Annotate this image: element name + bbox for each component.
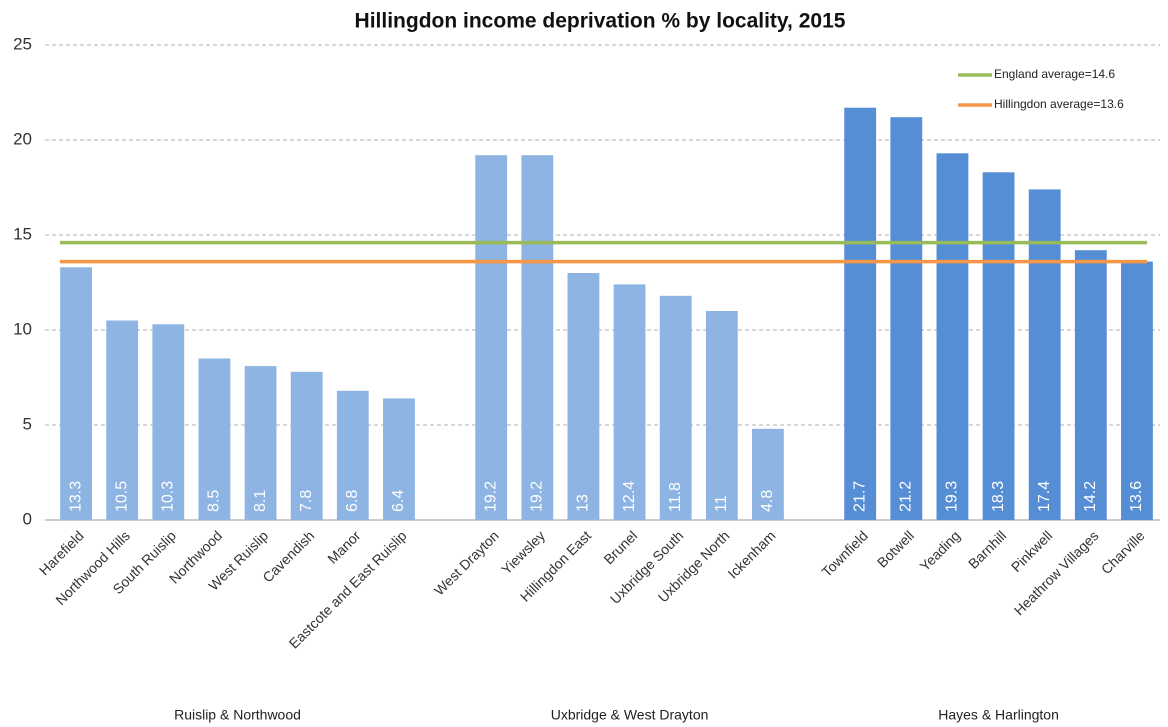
value-label: 19.3	[944, 481, 961, 512]
group-label: Hayes & Harlington	[938, 707, 1059, 723]
value-label: 21.7	[851, 481, 868, 512]
value-label: 13.3	[67, 481, 84, 512]
x-tick-label: Heathrow Villages	[1011, 527, 1102, 618]
chart-title: Hillingdon income deprivation % by local…	[355, 10, 846, 33]
value-label: 4.8	[759, 490, 776, 512]
value-label: 19.2	[529, 481, 546, 512]
bar	[336, 390, 369, 520]
value-label: 10.3	[160, 481, 177, 512]
bar	[659, 295, 692, 520]
value-label: 19.2	[482, 481, 499, 512]
group-label: Ruislip & Northwood	[174, 707, 301, 723]
legend-label: England average=14.6	[994, 67, 1115, 81]
value-label: 8.1	[252, 490, 269, 512]
value-label: 11.8	[667, 482, 684, 512]
y-tick-label: 20	[13, 129, 32, 148]
x-tick-label: Townfield	[818, 527, 871, 580]
y-tick-label: 25	[13, 34, 32, 53]
y-tick-label: 0	[23, 509, 32, 528]
x-tick-label: Ickenham	[724, 527, 778, 581]
value-label: 21.2	[898, 481, 915, 512]
x-tick-label: Barnhill	[965, 527, 1009, 571]
bar	[60, 267, 92, 520]
bar	[244, 366, 277, 520]
value-label: 6.8	[344, 490, 361, 512]
value-label: 8.5	[206, 490, 223, 512]
bar	[1121, 261, 1153, 520]
bar	[521, 155, 554, 520]
bar	[752, 428, 784, 520]
value-label: 13	[575, 494, 592, 512]
y-tick-label: 15	[13, 224, 32, 243]
value-label: 18.3	[990, 481, 1007, 512]
legend-label: Hillingdon average=13.6	[994, 97, 1124, 111]
x-tick-label: Botwell	[874, 527, 917, 570]
x-tick-label: Brunel	[600, 527, 640, 567]
bar	[567, 273, 600, 520]
x-tick-label: West Drayton	[431, 527, 502, 598]
bar	[383, 398, 415, 520]
x-tick-label: Pinkwell	[1008, 527, 1056, 575]
y-tick-label: 5	[23, 414, 32, 433]
value-label: 10.5	[113, 481, 130, 512]
x-tick-label: Charville	[1098, 527, 1148, 577]
x-tick-label: Manor	[324, 527, 364, 567]
bar	[613, 284, 646, 520]
bar	[475, 155, 508, 520]
bar	[290, 371, 323, 520]
bar	[152, 324, 185, 520]
value-label: 6.4	[390, 490, 407, 512]
bar	[844, 107, 877, 520]
bar	[936, 153, 969, 521]
bar	[198, 358, 231, 520]
value-label: 12.4	[621, 481, 638, 512]
x-tick-label: Yeading	[916, 527, 963, 574]
value-label: 13.6	[1128, 481, 1145, 512]
value-label: 17.4	[1036, 481, 1053, 512]
bar	[705, 311, 738, 520]
bar	[1074, 250, 1107, 520]
value-label: 14.2	[1082, 481, 1099, 512]
group-label: Uxbridge & West Drayton	[551, 707, 709, 723]
y-tick-label: 10	[13, 319, 32, 338]
bar	[106, 320, 139, 520]
bar	[1028, 189, 1061, 520]
value-label: 7.8	[298, 490, 315, 512]
value-label: 11	[713, 495, 730, 512]
bar	[982, 172, 1015, 521]
bar	[890, 117, 923, 520]
